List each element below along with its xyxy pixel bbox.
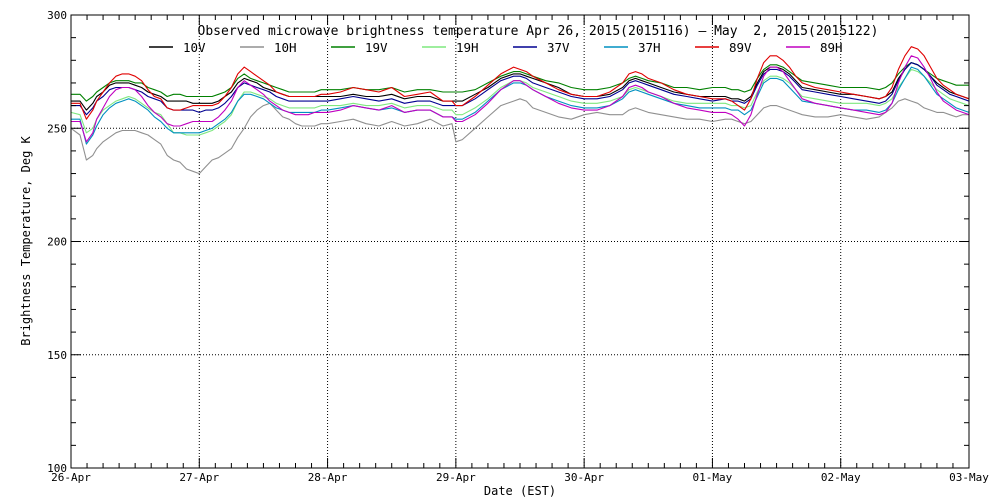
y-tick-label: 150 — [47, 349, 67, 362]
series-layer — [70, 46, 970, 175]
x-axis-label: Date (EST) — [484, 484, 556, 498]
y-tick-label: 100 — [47, 462, 67, 475]
x-tick-label: 27-Apr — [179, 471, 219, 484]
series-line-89H — [71, 55, 970, 143]
legend-label-19H: 19H — [456, 40, 479, 55]
legend-label-89H: 89H — [820, 40, 843, 55]
x-tick-label: 29-Apr — [436, 471, 476, 484]
y-tick-label: 300 — [47, 9, 67, 22]
series-line-10H — [70, 98, 969, 175]
ticks-layer — [70, 14, 970, 469]
x-tick-label: 02-May — [821, 471, 861, 484]
x-tick-label: 26-Apr — [51, 471, 91, 484]
x-tick-label: 03-May — [949, 471, 989, 484]
legend-label-10V: 10V — [183, 40, 206, 55]
y-tick-label: 250 — [47, 122, 67, 135]
legend-label-19V: 19V — [365, 40, 388, 55]
chart-title: Observed microwave brightness temperatur… — [198, 24, 879, 39]
legend-label-10H: 10H — [274, 40, 297, 55]
tick-labels: 100 150 200 250 300 26-Apr 27-Apr 28-Apr 29-Apr 3… — [47, 9, 989, 484]
legend-label-37V: 37V — [547, 40, 570, 55]
legend-label-37H: 37H — [638, 40, 661, 55]
grid-layer — [71, 15, 969, 468]
series-line-19H — [70, 68, 970, 136]
series-line-19V — [71, 62, 969, 102]
legend-label-89V: 89V — [729, 40, 752, 55]
x-tick-label: 28-Apr — [308, 471, 348, 484]
y-axis-label: Brightness Temperature, Deg K — [19, 135, 33, 345]
series-line-37V — [71, 62, 970, 116]
series-line-89V — [71, 46, 970, 120]
x-tick-label: 01-May — [693, 471, 733, 484]
y-tick-label: 200 — [47, 236, 67, 249]
legend: 10V 10H 19V 19H 37V 37H 89V 89H — [149, 40, 843, 55]
x-tick-label: 30-Apr — [564, 471, 604, 484]
series-line-10V — [71, 62, 970, 111]
